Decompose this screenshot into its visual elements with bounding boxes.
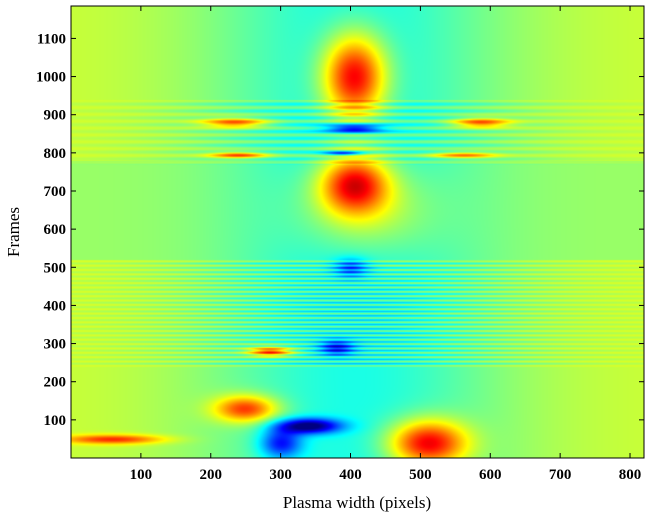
y-tick-label: 500	[44, 260, 67, 276]
y-tick-label: 400	[44, 298, 67, 314]
y-tick-label: 1100	[37, 31, 66, 47]
plot-frame	[70, 5, 645, 459]
y-tick-label: 300	[44, 337, 67, 353]
y-tick-label: 100	[44, 413, 67, 429]
heatmap-image	[71, 6, 644, 458]
x-axis-title: Plasma width (pixels)	[283, 493, 431, 512]
y-tick-label: 600	[44, 222, 67, 238]
y-tick-label: 1000	[36, 70, 66, 86]
x-tick-label: 100	[130, 467, 153, 483]
x-tick-label: 800	[619, 467, 642, 483]
y-tick-label: 700	[44, 184, 67, 200]
x-tick-label: 700	[549, 467, 572, 483]
x-tick-label: 200	[200, 467, 223, 483]
x-axis: 100 200 300 400 500 600 700 800	[130, 6, 642, 483]
x-tick-label: 300	[269, 467, 292, 483]
x-tick-label: 500	[409, 467, 432, 483]
y-tick-label: 900	[44, 108, 67, 124]
y-axis-title: Frames	[4, 207, 23, 257]
y-tick-label: 200	[44, 375, 67, 391]
plot-area	[71, 6, 644, 458]
x-tick-label: 400	[339, 467, 362, 483]
y-axis: 100 200 300 400 500 600 700 800 900 1000 1100	[36, 31, 644, 429]
y-tick-label: 800	[44, 146, 67, 162]
x-tick-label: 600	[479, 467, 502, 483]
